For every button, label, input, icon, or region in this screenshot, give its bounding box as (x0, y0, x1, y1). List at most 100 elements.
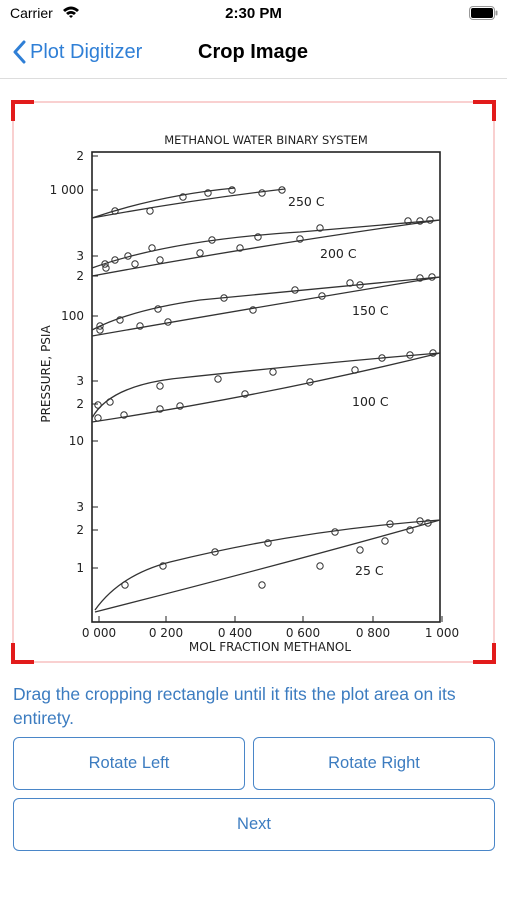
circle-marker (156, 405, 164, 413)
circle-marker (124, 252, 132, 260)
circle-marker (176, 402, 184, 410)
next-button[interactable]: Next (13, 798, 495, 851)
circle-marker (406, 351, 414, 359)
instructions: Drag the cropping rectangle until it fit… (13, 684, 456, 728)
battery-icon (469, 6, 498, 20)
circle-marker (179, 193, 187, 201)
rotate-left-button[interactable]: Rotate Left (13, 737, 245, 790)
back-chevron (13, 40, 26, 64)
circle-marker (196, 249, 204, 257)
circle-marker (318, 292, 326, 300)
wifi-icon (63, 6, 79, 18)
circle-marker (254, 233, 262, 241)
circle-marker (131, 260, 139, 268)
curve-label: 25 C (355, 563, 384, 578)
circle-marker (102, 264, 110, 272)
circle-marker (106, 398, 114, 406)
back-label: Plot Digitizer (30, 40, 143, 63)
circle-marker (381, 537, 389, 545)
x-axis-label: MOL FRACTION METHANOL (189, 640, 351, 654)
circle-marker (156, 382, 164, 390)
status-bar: Carrier 2:30 PM (0, 0, 507, 28)
circle-marker (426, 216, 434, 224)
circle-marker (111, 256, 119, 264)
curve-label: 200 C (320, 246, 357, 261)
y-axis-label: PRESSURE, PSIA (39, 325, 53, 423)
circle-marker (148, 244, 156, 252)
circle-marker (214, 375, 222, 383)
data-circles (94, 186, 437, 589)
y-tick-label: 3 (76, 500, 84, 514)
y-tick-label: 3 (76, 249, 84, 263)
nav-title: Crop Image (198, 41, 309, 63)
curves (91, 187, 441, 613)
nav-bar: Plot Digitizer Crop Image (0, 28, 507, 79)
circle-marker (159, 562, 167, 570)
circle-marker (96, 322, 104, 330)
circle-marker (378, 354, 386, 362)
circle-marker (269, 368, 277, 376)
circle-marker (316, 562, 324, 570)
circle-marker (356, 546, 364, 554)
circle-marker (356, 281, 364, 289)
circle-marker (101, 260, 109, 268)
circle-marker (241, 390, 249, 398)
circle-marker (331, 528, 339, 536)
rotate-right-button[interactable]: Rotate Right (253, 737, 495, 790)
circle-marker (220, 294, 228, 302)
circle-marker (428, 273, 436, 281)
y-tick-label: 3 (76, 374, 84, 388)
circle-marker (278, 186, 286, 194)
crop-rect (12, 101, 495, 663)
circle-marker (96, 326, 104, 334)
circle-marker (416, 274, 424, 282)
back-button[interactable]: Plot Digitizer (12, 40, 142, 64)
x-tick-label: 0 800 (356, 626, 390, 640)
circle-marker (346, 279, 354, 287)
circle-marker (258, 189, 266, 197)
circle-marker (120, 411, 128, 419)
circle-marker (94, 414, 102, 422)
y-tick-label: 2 (76, 269, 84, 283)
curve-label: 250 C (288, 194, 325, 209)
circle-marker (121, 581, 129, 589)
clock: 2:30 PM (225, 5, 282, 22)
crop-handles[interactable] (11, 100, 496, 664)
circle-marker (136, 322, 144, 330)
circle-marker (156, 256, 164, 264)
circle-marker (416, 517, 424, 525)
y-tick-label: 2 (76, 523, 84, 537)
circle-marker (291, 286, 299, 294)
x-tick-label: 0 600 (286, 626, 320, 640)
y-tick-label: 1 (76, 561, 84, 575)
circle-marker (264, 539, 272, 547)
y-tick-label: 100 (61, 309, 84, 323)
circle-marker (154, 305, 162, 313)
circle-marker (204, 189, 212, 197)
circle-marker (211, 548, 219, 556)
x-tick-label: 0 200 (149, 626, 183, 640)
plot-frame (91, 151, 441, 623)
circle-marker (258, 581, 266, 589)
y-tick-label: 1 000 (50, 183, 84, 197)
circle-marker (406, 526, 414, 534)
circle-marker (208, 236, 216, 244)
circle-marker (111, 207, 119, 215)
crop-view: METHANOL WATER BINARY SYSTEM PRESSURE, P… (11, 100, 496, 664)
circle-marker (228, 186, 236, 194)
circle-marker (164, 318, 172, 326)
circle-marker (351, 366, 359, 374)
circle-marker (236, 244, 244, 252)
circle-marker (404, 217, 412, 225)
curve-label: 100 C (352, 394, 389, 409)
image-title: METHANOL WATER BINARY SYSTEM (164, 133, 368, 147)
y-tick-label: 10 (69, 434, 84, 448)
carrier: Carrier (10, 5, 53, 21)
circle-marker (424, 519, 432, 527)
x-tick-label: 0 000 (82, 626, 116, 640)
circle-marker (94, 401, 102, 409)
circle-marker (316, 224, 324, 232)
circle-marker (249, 306, 257, 314)
x-tick-label: 1 000 (425, 626, 459, 640)
